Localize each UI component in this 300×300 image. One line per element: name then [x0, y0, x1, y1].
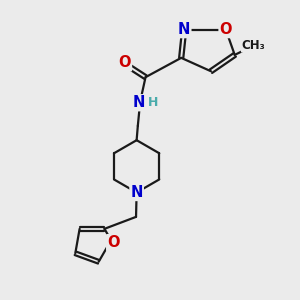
Text: N: N	[133, 95, 145, 110]
Text: H: H	[148, 96, 158, 109]
Text: O: O	[107, 235, 120, 250]
Text: O: O	[220, 22, 232, 37]
Text: N: N	[178, 22, 190, 37]
Text: N: N	[130, 185, 143, 200]
Text: CH₃: CH₃	[242, 39, 266, 52]
Text: O: O	[118, 56, 131, 70]
